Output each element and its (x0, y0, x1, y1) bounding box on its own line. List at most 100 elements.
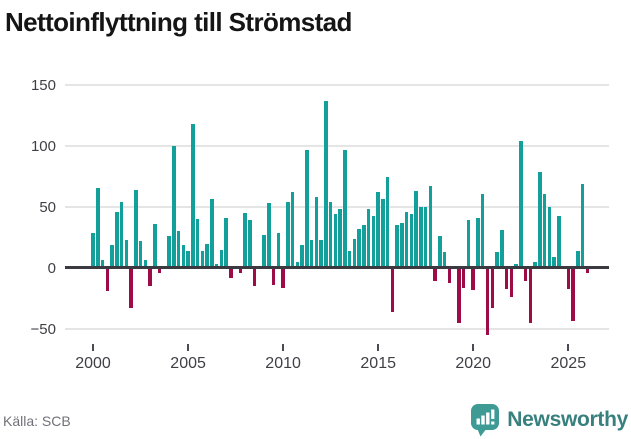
bar-negative (571, 268, 575, 321)
bar-positive (476, 218, 480, 268)
bar-positive (557, 215, 561, 268)
bar-negative (566, 268, 571, 289)
bar-positive (219, 249, 224, 268)
bar-positive (119, 202, 124, 268)
bar-positive (248, 220, 252, 268)
bar-negative (461, 268, 466, 288)
bar-positive (153, 224, 157, 268)
bar-positive (191, 124, 195, 268)
bar-positive (371, 215, 376, 268)
bar-positive (110, 244, 114, 268)
y-axis-label: −50 (30, 321, 56, 338)
x-axis-tick-2005 (187, 344, 190, 351)
bar-positive (395, 225, 399, 268)
bar-positive (195, 219, 200, 268)
bar-positive (423, 207, 428, 268)
gridline-150 (65, 84, 609, 86)
x-axis-label-2005: 2005 (170, 355, 206, 372)
x-axis-label-2000: 2000 (75, 355, 111, 372)
y-axis-label: 50 (39, 199, 56, 216)
newsworthy-wordmark: Newsworthy (507, 408, 628, 431)
bar-positive (538, 171, 542, 268)
bar-positive (167, 236, 171, 268)
bar-positive (343, 149, 347, 268)
x-axis-label-2025: 2025 (550, 355, 587, 372)
bar-negative (433, 268, 437, 282)
bar-positive (172, 146, 176, 268)
bar-positive (96, 187, 100, 268)
bar-positive (267, 203, 271, 268)
bar-negative (252, 268, 257, 287)
x-axis-label-2010: 2010 (265, 355, 301, 372)
chart-title: Nettoinflyttning till Strömstad (5, 7, 352, 37)
bar-positive (580, 183, 585, 268)
bar-positive (314, 197, 319, 268)
bar-positive (400, 222, 404, 268)
newsworthy-logo: Newsworthy (470, 403, 628, 437)
bar-positive (357, 229, 361, 268)
bar-negative (509, 268, 514, 298)
bar-positive (262, 235, 266, 268)
bar-negative (523, 268, 528, 282)
x-axis-tick-2015 (377, 344, 380, 351)
bar-positive (205, 243, 209, 268)
x-axis-label-2015: 2015 (360, 355, 396, 372)
bar-positive (409, 214, 414, 268)
source-caption: Källa: SCB (3, 413, 71, 429)
bar-positive (186, 250, 190, 268)
newsworthy-speech-bubble-chart-icon (471, 404, 500, 437)
bar-negative (504, 268, 509, 289)
zero-baseline (65, 266, 609, 269)
bar-positive (333, 214, 338, 268)
bar-positive (466, 220, 471, 268)
bar-positive (362, 225, 366, 268)
bar-positive (366, 209, 371, 268)
bar-positive (276, 232, 281, 268)
bar-positive (338, 209, 342, 268)
x-axis-label-2020: 2020 (455, 355, 491, 372)
bar-negative (271, 268, 276, 286)
bar-positive (404, 211, 409, 268)
bar-positive (224, 218, 228, 268)
bar-positive (352, 238, 357, 268)
bar-positive (547, 207, 552, 268)
bar-positive (328, 202, 333, 268)
x-axis-tick-2000 (92, 344, 94, 351)
bar-positive (552, 257, 556, 268)
bar-positive (309, 239, 314, 268)
bar-positive (347, 250, 352, 268)
bar-negative (105, 268, 110, 292)
bar-positive (290, 192, 295, 268)
bar-positive (381, 198, 385, 268)
bar-positive (181, 244, 186, 268)
bar-positive (324, 100, 328, 268)
bar-positive (115, 211, 119, 268)
bar-negative (585, 268, 590, 273)
y-axis-label: 100 (30, 138, 56, 155)
bar-negative (129, 268, 133, 309)
bar-positive (300, 244, 304, 268)
bar-negative (490, 268, 495, 309)
bar-positive (428, 186, 433, 268)
bar-positive (200, 250, 205, 268)
bar-positive (533, 261, 537, 268)
bar-positive (500, 230, 504, 268)
bar-negative (238, 268, 243, 273)
bar-positive (134, 189, 138, 268)
bar-positive (143, 259, 148, 268)
bar-positive (319, 239, 323, 268)
bar-positive (480, 193, 485, 268)
y-axis-label: 150 (30, 77, 56, 94)
bar-negative (281, 268, 285, 288)
bar-positive (576, 250, 580, 268)
bar-negative (485, 268, 490, 336)
bar-negative (447, 268, 452, 283)
bar-positive (100, 259, 105, 268)
x-axis-tick-2025 (567, 344, 570, 351)
bar-positive (442, 252, 447, 268)
bar-positive (210, 198, 214, 268)
bar-negative (148, 268, 152, 287)
bar-positive (385, 176, 390, 268)
gridline-50 (65, 206, 609, 208)
